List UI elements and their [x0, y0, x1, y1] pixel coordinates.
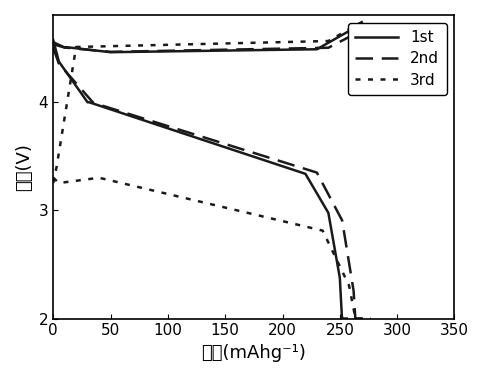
3rd	[106, 44, 112, 49]
Line: 1st: 1st	[53, 31, 349, 52]
3rd	[50, 181, 56, 185]
2nd	[326, 45, 332, 49]
1st	[123, 50, 129, 54]
Line: 3rd: 3rd	[53, 21, 363, 183]
3rd	[353, 23, 359, 28]
1st	[333, 36, 339, 41]
2nd	[124, 49, 130, 54]
3rd	[60, 130, 65, 134]
1st	[345, 29, 351, 34]
2nd	[118, 49, 123, 54]
3rd	[258, 40, 264, 45]
1st	[346, 29, 352, 33]
Legend: 1st, 2nd, 3rd: 1st, 2nd, 3rd	[348, 23, 447, 95]
Y-axis label: 电压(V): 电压(V)	[15, 143, 33, 191]
X-axis label: 容量(mAhg⁻¹): 容量(mAhg⁻¹)	[201, 344, 306, 362]
2nd	[214, 48, 220, 52]
3rd	[360, 19, 366, 24]
1st	[107, 50, 113, 54]
2nd	[332, 42, 338, 46]
1st	[302, 47, 308, 52]
3rd	[280, 40, 286, 44]
2nd	[354, 31, 360, 35]
2nd	[50, 42, 56, 46]
2nd	[107, 50, 113, 54]
2nd	[335, 40, 341, 45]
Line: 2nd: 2nd	[53, 33, 357, 52]
1st	[311, 47, 317, 52]
3rd	[144, 43, 150, 48]
1st	[82, 47, 88, 52]
1st	[50, 40, 56, 44]
